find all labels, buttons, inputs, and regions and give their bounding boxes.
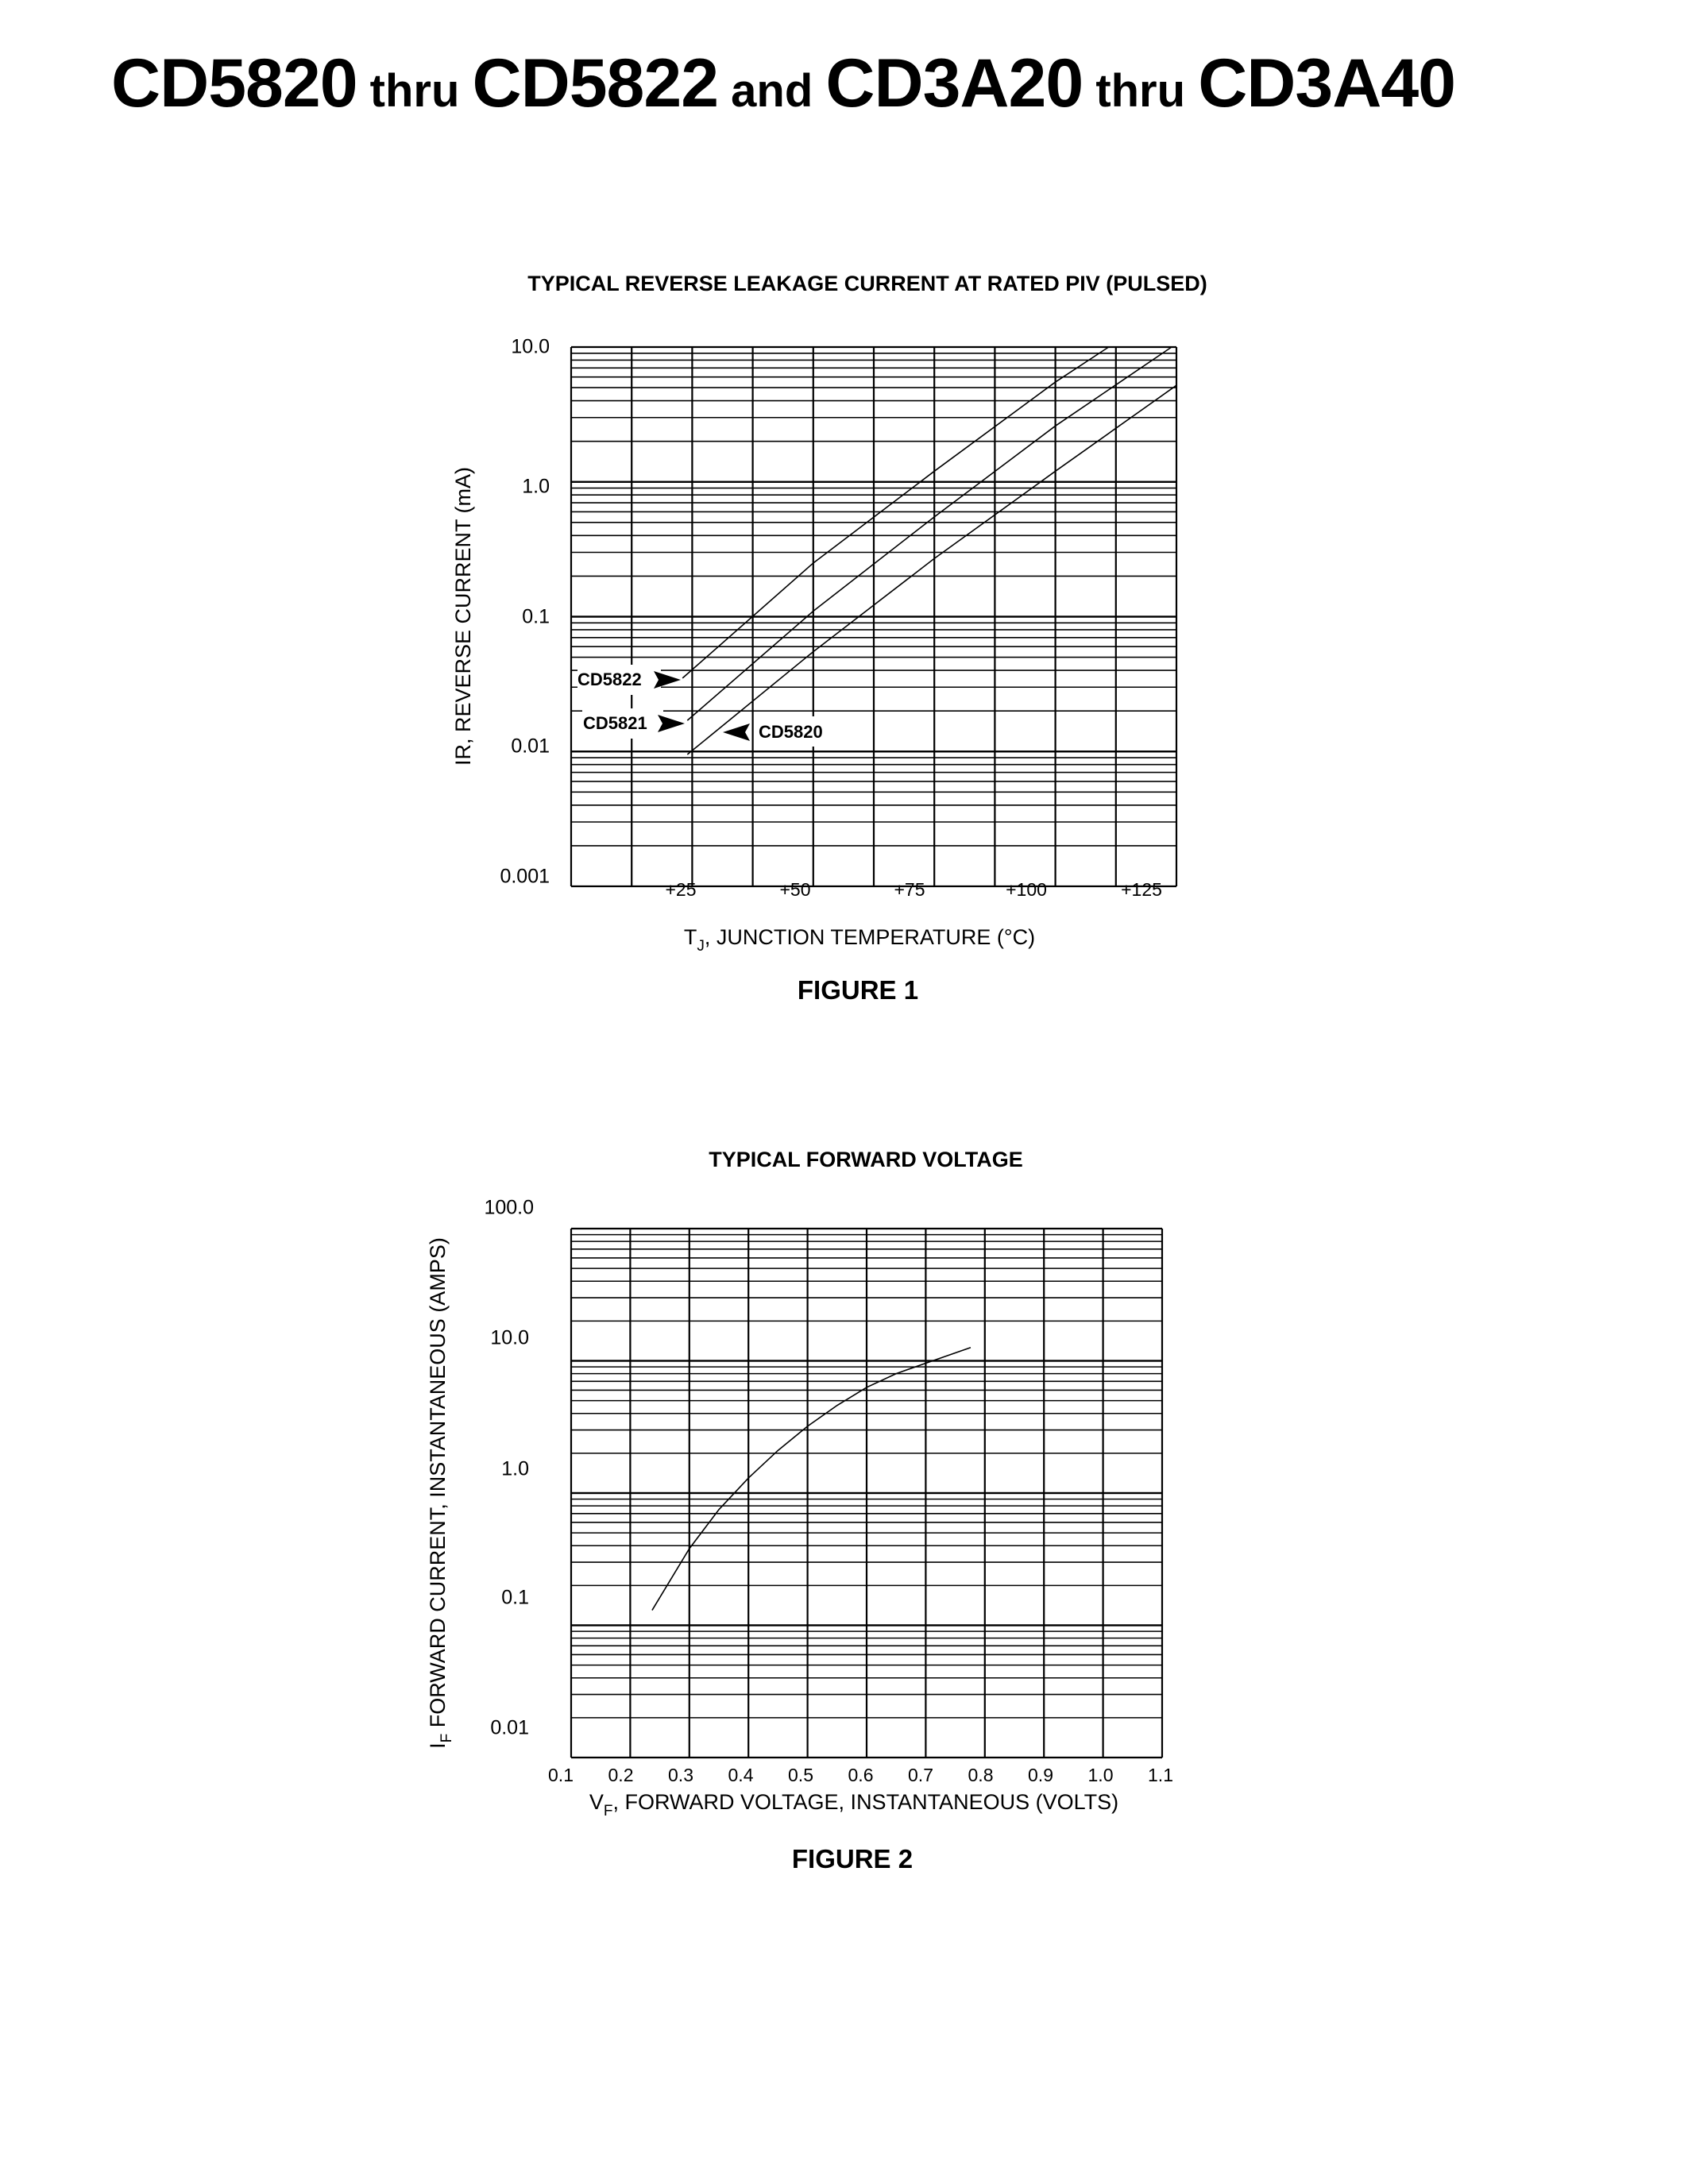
figure2-y-tick: 0.1	[501, 1586, 529, 1609]
x-label-subscript: J	[697, 938, 705, 955]
figure2-x-tick: 0.8	[968, 1765, 994, 1785]
figure2-y-axis-label: IF FORWARD CURRENT, INSTANTANEOUS (AMPS)	[426, 1237, 455, 1749]
figure1-x-axis-label: TJ, JUNCTION TEMPERATURE (°C)	[683, 925, 1036, 955]
arrow-cd5822	[654, 671, 681, 689]
figure1-y-tick: 0.001	[500, 865, 550, 888]
figure2-title: TYPICAL FORWARD VOLTAGE	[709, 1148, 1023, 1171]
figure1-y-tick: 1.0	[522, 475, 550, 498]
figure1-x-tick: +100	[1006, 879, 1047, 900]
figure2-caption: FIGURE 2	[791, 1844, 914, 1873]
curve-forward-voltage	[651, 1347, 971, 1611]
figure2-x-tick: 0.5	[788, 1765, 813, 1785]
figure2-y-tick: 100.0	[484, 1196, 534, 1219]
figure1-x-tick: +50	[779, 879, 811, 900]
figure2-x-tick: 0.2	[608, 1765, 634, 1785]
label-backing	[582, 708, 663, 739]
figure2-y-tick: 1.0	[501, 1457, 529, 1480]
title-part: CD5820	[111, 45, 358, 122]
figure2-x-tick: 0.3	[668, 1765, 693, 1785]
figure1-title: TYPICAL REVERSE LEAKAGE CURRENT AT RATED…	[527, 272, 1207, 295]
page-title: CD5820 thru CD5822 and CD3A20 thru CD3A4…	[111, 49, 1456, 118]
curve-label-cd5822: CD5822	[577, 669, 642, 689]
figure2-x-tick: 0.9	[1028, 1765, 1053, 1785]
figure2-x-tick: 0.4	[728, 1765, 754, 1785]
y-label-subscript: F	[438, 1733, 455, 1743]
figure2-y-tick: 0.01	[490, 1716, 529, 1739]
figure2-x-tick: 0.1	[548, 1765, 574, 1785]
figure1-y-axis-label: IR, REVERSE CURRENT (mA)	[451, 466, 475, 766]
label-backing	[755, 716, 849, 747]
x-label-subscript: F	[603, 1803, 613, 1819]
arrow-cd5821	[658, 715, 685, 732]
figure1-caption: FIGURE 1	[797, 975, 919, 1005]
figure1-y-tick: 0.01	[511, 735, 550, 758]
figure1-plot-area	[570, 345, 1178, 888]
figure2-x-axis-label: VF, FORWARD VOLTAGE, INSTANTANEOUS (VOLT…	[589, 1790, 1119, 1819]
title-part: CD5822	[472, 45, 720, 122]
y-label-rest: FORWARD CURRENT, INSTANTANEOUS (AMPS)	[426, 1237, 450, 1734]
figure2-x-tick: 1.1	[1148, 1765, 1173, 1785]
curve-cd5822	[682, 346, 1110, 679]
curve-cd5821	[686, 346, 1172, 721]
title-part: thru	[357, 65, 473, 117]
title-part: and	[718, 65, 826, 117]
y-label-main: I	[426, 1742, 450, 1749]
figure1-x-tick: +125	[1121, 879, 1162, 900]
figure2-y-tick: 10.0	[490, 1326, 529, 1349]
x-label-main: T	[683, 925, 697, 949]
title-part: thru	[1083, 65, 1199, 117]
curve-label-cd5820: CD5820	[759, 722, 823, 742]
title-part: CD3A40	[1198, 45, 1456, 122]
x-label-rest: , JUNCTION TEMPERATURE (°C)	[704, 925, 1036, 949]
figure1-y-tick: 0.1	[522, 605, 550, 628]
figure2-x-tick: 0.7	[908, 1765, 933, 1785]
title-part: CD3A20	[825, 45, 1083, 122]
x-label-main: V	[589, 1790, 604, 1814]
x-label-rest: , FORWARD VOLTAGE, INSTANTANEOUS (VOLTS)	[612, 1790, 1119, 1814]
arrow-cd5820	[723, 723, 750, 741]
figure1-y-tick: 10.0	[511, 335, 550, 358]
curve-label-cd5821: CD5821	[583, 713, 647, 733]
figure1-x-tick: +75	[894, 879, 925, 900]
label-backing	[577, 665, 661, 695]
figure2-x-tick: 0.6	[848, 1765, 874, 1785]
figure2-x-tick: 1.0	[1087, 1765, 1114, 1785]
curve-cd5820	[686, 384, 1177, 755]
figure1-x-tick: +25	[665, 879, 697, 900]
figure2-plot-area	[570, 1227, 1164, 1759]
